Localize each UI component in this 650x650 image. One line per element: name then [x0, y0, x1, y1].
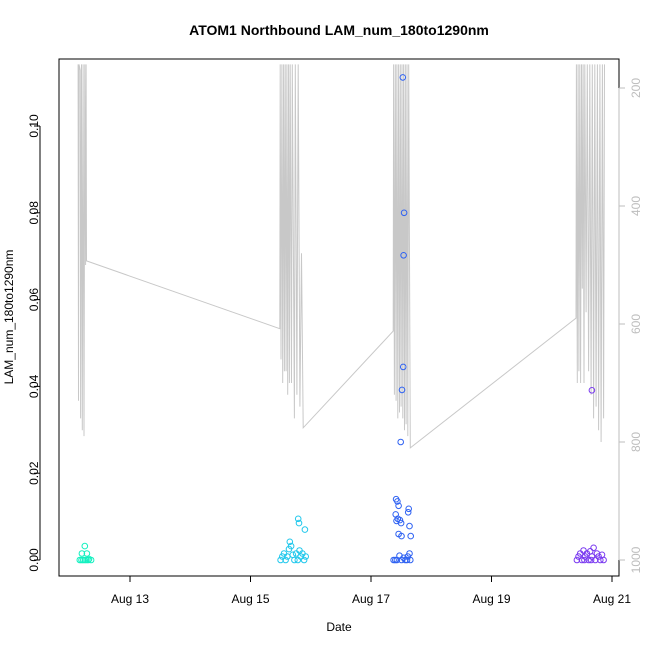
data-point — [588, 387, 596, 394]
data-point — [585, 556, 592, 564]
y-tick-label: 0.06 — [27, 288, 41, 312]
data-point — [398, 386, 406, 394]
data-point — [84, 556, 92, 564]
x-tick-label: Aug 15 — [231, 592, 269, 606]
data-point — [587, 556, 595, 564]
x-tick-label: Aug 19 — [472, 592, 510, 606]
data-point — [600, 556, 607, 564]
data-point — [277, 556, 284, 564]
data-point — [400, 252, 407, 259]
y-tick-label: 0.04 — [27, 374, 41, 398]
data-point — [590, 544, 597, 552]
data-point — [399, 363, 407, 371]
data-point — [407, 556, 414, 564]
data-point — [405, 505, 413, 513]
plot-frame — [58, 58, 620, 577]
data-point — [294, 515, 302, 523]
data-point — [403, 556, 411, 564]
data-point — [396, 516, 404, 524]
data-point — [301, 526, 309, 533]
y-tick-label: 0.02 — [27, 461, 41, 485]
x-tick-label: Aug 21 — [593, 592, 631, 606]
x-tick-label: Aug 17 — [352, 592, 390, 606]
data-point — [398, 532, 405, 540]
data-point — [595, 553, 602, 560]
data-point — [406, 522, 413, 530]
y-tick-label: 0.00 — [27, 548, 41, 572]
chart-title: ATOM1 Northbound LAM_num_180to1290nm — [189, 22, 489, 38]
right-y-tick-label: 400 — [629, 196, 643, 216]
data-point — [392, 511, 400, 518]
data-point — [592, 556, 599, 564]
data-point — [78, 550, 86, 557]
data-point — [581, 556, 588, 564]
left-y-axis: 0.00 0.02 0.04 0.06 0.08 0.10 — [27, 114, 41, 572]
data-point — [407, 532, 415, 540]
data-point — [287, 542, 295, 550]
y-tick-label: 0.10 — [27, 114, 41, 138]
data-point — [81, 542, 89, 550]
scatter-points — [76, 74, 607, 564]
y-axis-label: LAM_num_180to1290nm — [2, 250, 16, 385]
data-point — [397, 438, 405, 446]
data-point — [295, 519, 303, 527]
data-point — [286, 538, 294, 546]
data-point — [578, 556, 586, 564]
data-point — [583, 550, 591, 557]
data-point — [394, 498, 401, 505]
x-tick-label: Aug 13 — [111, 592, 149, 606]
right-y-tick-label: 200 — [629, 78, 643, 98]
data-point — [282, 556, 289, 564]
y-tick-label: 0.08 — [27, 201, 41, 225]
data-point — [397, 519, 405, 527]
data-point — [400, 209, 408, 217]
data-point — [83, 550, 91, 557]
data-point — [573, 556, 581, 564]
data-point — [87, 556, 95, 564]
depth-line — [77, 64, 605, 449]
data-point — [399, 74, 407, 81]
data-point — [395, 502, 402, 510]
data-point — [588, 553, 596, 560]
data-point — [406, 550, 413, 557]
right-y-axis: 200 400 600 800 1000 — [618, 78, 643, 573]
data-point — [404, 509, 412, 516]
right-y-tick-label: 600 — [629, 314, 643, 334]
right-y-tick-label: 1000 — [629, 546, 643, 573]
data-point — [302, 553, 310, 560]
right-y-tick-label: 800 — [629, 432, 643, 452]
data-point — [300, 556, 308, 564]
data-point — [291, 556, 298, 564]
depth-line-series — [77, 64, 605, 449]
x-axis-label: Date — [326, 620, 352, 634]
x-axis: Aug 13 Aug 15 Aug 17 Aug 19 Aug 21 — [111, 575, 631, 606]
